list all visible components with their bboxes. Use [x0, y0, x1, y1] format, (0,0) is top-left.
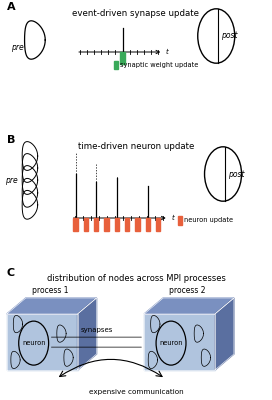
- Text: post: post: [221, 32, 237, 40]
- Text: time-driven neuron update: time-driven neuron update: [78, 142, 194, 151]
- Bar: [104, 218, 109, 231]
- Bar: [135, 218, 140, 231]
- Bar: [94, 218, 98, 231]
- Text: synaptic weight update: synaptic weight update: [120, 62, 199, 68]
- Text: A: A: [7, 2, 16, 12]
- Polygon shape: [7, 314, 78, 370]
- Bar: [115, 218, 119, 231]
- Bar: [84, 218, 88, 231]
- Bar: [120, 52, 125, 64]
- Text: neuron: neuron: [159, 340, 183, 346]
- Bar: [125, 218, 129, 231]
- Text: process 1: process 1: [32, 286, 68, 295]
- Bar: [178, 216, 182, 225]
- Text: pre: pre: [5, 176, 18, 185]
- Polygon shape: [215, 298, 234, 370]
- Text: neuron: neuron: [22, 340, 45, 346]
- Text: $t$: $t$: [171, 212, 176, 222]
- Text: B: B: [7, 135, 15, 145]
- Bar: [156, 218, 160, 231]
- Polygon shape: [144, 298, 234, 314]
- Text: distribution of nodes across MPI processes: distribution of nodes across MPI process…: [47, 274, 225, 283]
- Text: neuron update: neuron update: [184, 218, 233, 223]
- Polygon shape: [7, 298, 97, 314]
- Text: C: C: [7, 268, 15, 278]
- Text: process 2: process 2: [169, 286, 205, 295]
- Polygon shape: [144, 314, 215, 370]
- Bar: [146, 218, 150, 231]
- Text: expensive communication: expensive communication: [89, 389, 183, 395]
- Text: synapses: synapses: [80, 327, 113, 333]
- Bar: [114, 61, 118, 69]
- Text: pre: pre: [11, 44, 24, 52]
- Text: event-driven synapse update: event-driven synapse update: [73, 9, 199, 18]
- Bar: [73, 218, 78, 231]
- Text: post: post: [228, 170, 244, 178]
- Text: $t$: $t$: [165, 46, 170, 56]
- Polygon shape: [78, 298, 97, 370]
